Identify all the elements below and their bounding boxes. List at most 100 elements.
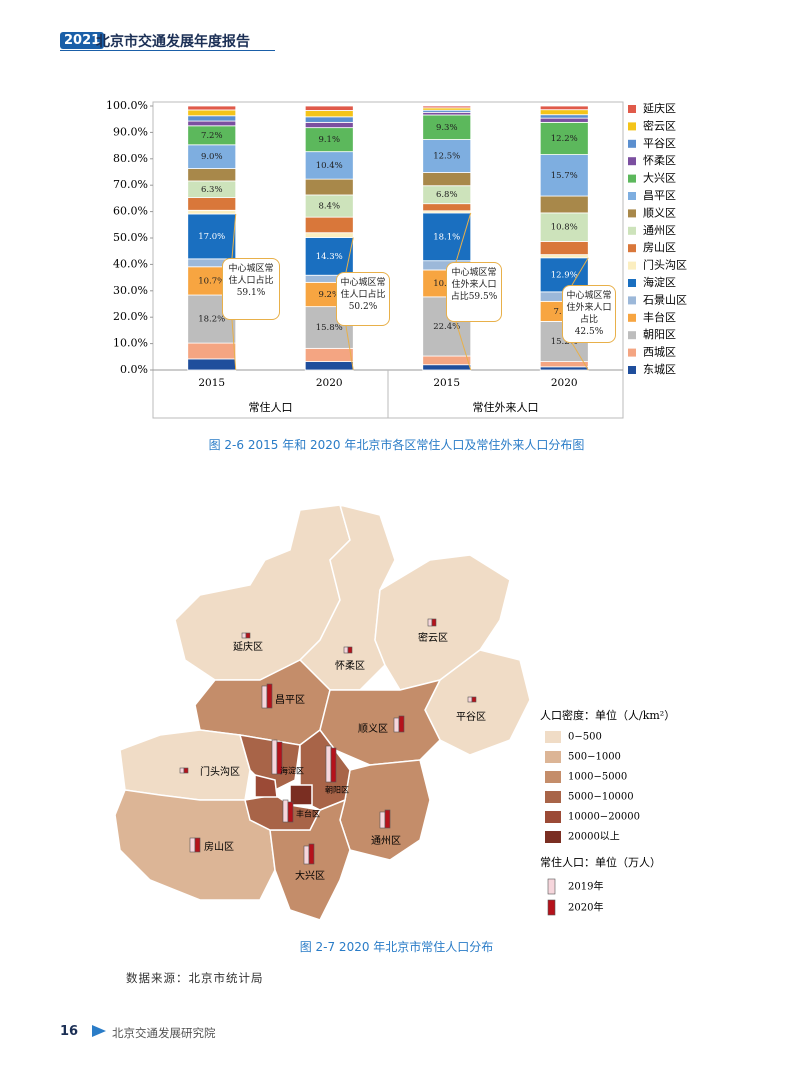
pop-icon: [330, 747, 337, 783]
legend-swatch: [628, 192, 636, 200]
district-label: 朝阳区: [325, 786, 349, 795]
pop-icon: [398, 715, 405, 733]
pop-icon: [241, 632, 247, 639]
data-label: 6.3%: [201, 185, 223, 195]
legend-swatch: [628, 296, 636, 305]
pop-icon: [303, 845, 310, 865]
map-caption: 图 2-7 2020 年北京市常住人口分布: [299, 940, 494, 954]
legend-label: 西城区: [643, 346, 676, 359]
pop-icon: [179, 767, 185, 774]
callout-connector: [231, 213, 237, 259]
legend-title: 人口密度：单位（人/km²）: [540, 708, 675, 722]
district-shape: [254, 774, 278, 798]
data-label: 17.0%: [198, 232, 225, 242]
pop-icon: [276, 741, 283, 775]
bar-segment: [187, 209, 237, 215]
legend-swatch: [545, 731, 561, 743]
legend-swatch: [628, 209, 636, 218]
data-label: 18.2%: [198, 315, 225, 325]
pop-icon: [183, 767, 189, 774]
legend-label: 1000−5000: [568, 772, 627, 783]
legend-swatch: [628, 139, 636, 148]
district-label: 密云区: [418, 631, 448, 644]
bar-segment: [422, 355, 472, 366]
data-label: 10.8%: [551, 223, 578, 233]
group-label: 常住人口: [249, 400, 293, 414]
callout-connector: [345, 325, 354, 371]
group-label: 常住外来人口: [473, 400, 539, 414]
legend-label: 石景山区: [643, 293, 687, 306]
data-label: 10.4%: [316, 161, 343, 171]
legend-label: 延庆区: [643, 101, 676, 115]
district-label: 门头沟区: [200, 765, 240, 778]
data-label: 10.7%: [198, 276, 225, 286]
y-tick-label: 30.0%: [113, 284, 148, 297]
x-tick-label: 2015: [433, 377, 460, 389]
callout-connector: [455, 212, 472, 263]
legend-label: 0−500: [568, 732, 602, 743]
legend-swatch: [545, 791, 561, 803]
pop-icon: [308, 843, 315, 865]
callout: 中心城区常住外来人口占比42.5%: [562, 285, 616, 343]
callout-connector: [231, 319, 237, 371]
callout-connector: [571, 342, 589, 371]
legend-label: 丰台区: [643, 310, 676, 324]
district-label: 昌平区: [275, 694, 305, 706]
district-shape: [289, 784, 313, 806]
pop-icon: [431, 618, 437, 627]
bar-segment: [187, 120, 237, 127]
y-tick-label: 20.0%: [113, 310, 148, 323]
pop-icon: [325, 745, 332, 783]
y-tick-label: 90.0%: [113, 125, 148, 138]
pop-icon: [189, 837, 196, 853]
bar-segment: [304, 151, 354, 180]
data-label: 9.0%: [201, 152, 223, 162]
pop-icon: [471, 696, 477, 703]
pop-icon: [347, 646, 353, 654]
legend-swatch: [628, 105, 636, 113]
bar-segment: [422, 139, 472, 173]
legend-swatch: [628, 313, 636, 322]
legend-title: 常住人口：单位（万人）: [540, 855, 661, 869]
district-shape: [119, 729, 251, 801]
footer-org: 北京交通发展研究院: [112, 1026, 216, 1040]
legend-label: 东城区: [643, 363, 676, 376]
data-label: 18.1%: [433, 232, 460, 242]
bar-segment: [422, 364, 472, 371]
callout-connector: [345, 237, 354, 273]
district-label: 通州区: [371, 835, 401, 847]
data-label: 9.2%: [318, 290, 340, 300]
bar-segment: [422, 172, 472, 187]
bar-segment: [187, 197, 237, 211]
legend-swatch: [547, 878, 556, 895]
callout: 中心城区常住外来人口占比59.5%: [446, 262, 502, 322]
district-label: 大兴区: [295, 869, 325, 882]
pop-icon: [343, 646, 349, 654]
bar-segment: [187, 109, 237, 117]
data-label: 22.4%: [433, 322, 460, 332]
legend-label: 10000−20000: [568, 812, 640, 823]
y-tick-label: 80.0%: [113, 152, 148, 165]
y-tick-label: 70.0%: [113, 178, 148, 191]
data-label: 9.1%: [318, 135, 340, 145]
y-tick-label: 50.0%: [113, 231, 148, 244]
bar-segment: [187, 358, 237, 371]
bar-segment: [304, 216, 354, 234]
stacked-bar-chart: 0.0% 10.0% 20.0% 30.0% 40.0% 50.0% 60.0% 70.0% 8…: [106, 99, 687, 419]
bar-segment: [187, 342, 237, 360]
pop-icon: [393, 717, 400, 733]
legend-label: 通州区: [643, 224, 676, 237]
pop-icon: [194, 837, 201, 853]
y-tick-label: 0.0%: [120, 363, 148, 376]
bar-segment: [304, 237, 354, 276]
bar-segment: [539, 117, 589, 123]
legend-swatch: [545, 831, 561, 843]
legend-label: 密云区: [643, 118, 676, 132]
bar-segment: [539, 121, 589, 155]
legend-swatch: [628, 331, 636, 340]
callout-connector: [455, 321, 472, 371]
pop-icon: [245, 632, 251, 639]
district-label: 怀柔区: [335, 660, 365, 672]
bar-segment: [304, 232, 354, 238]
